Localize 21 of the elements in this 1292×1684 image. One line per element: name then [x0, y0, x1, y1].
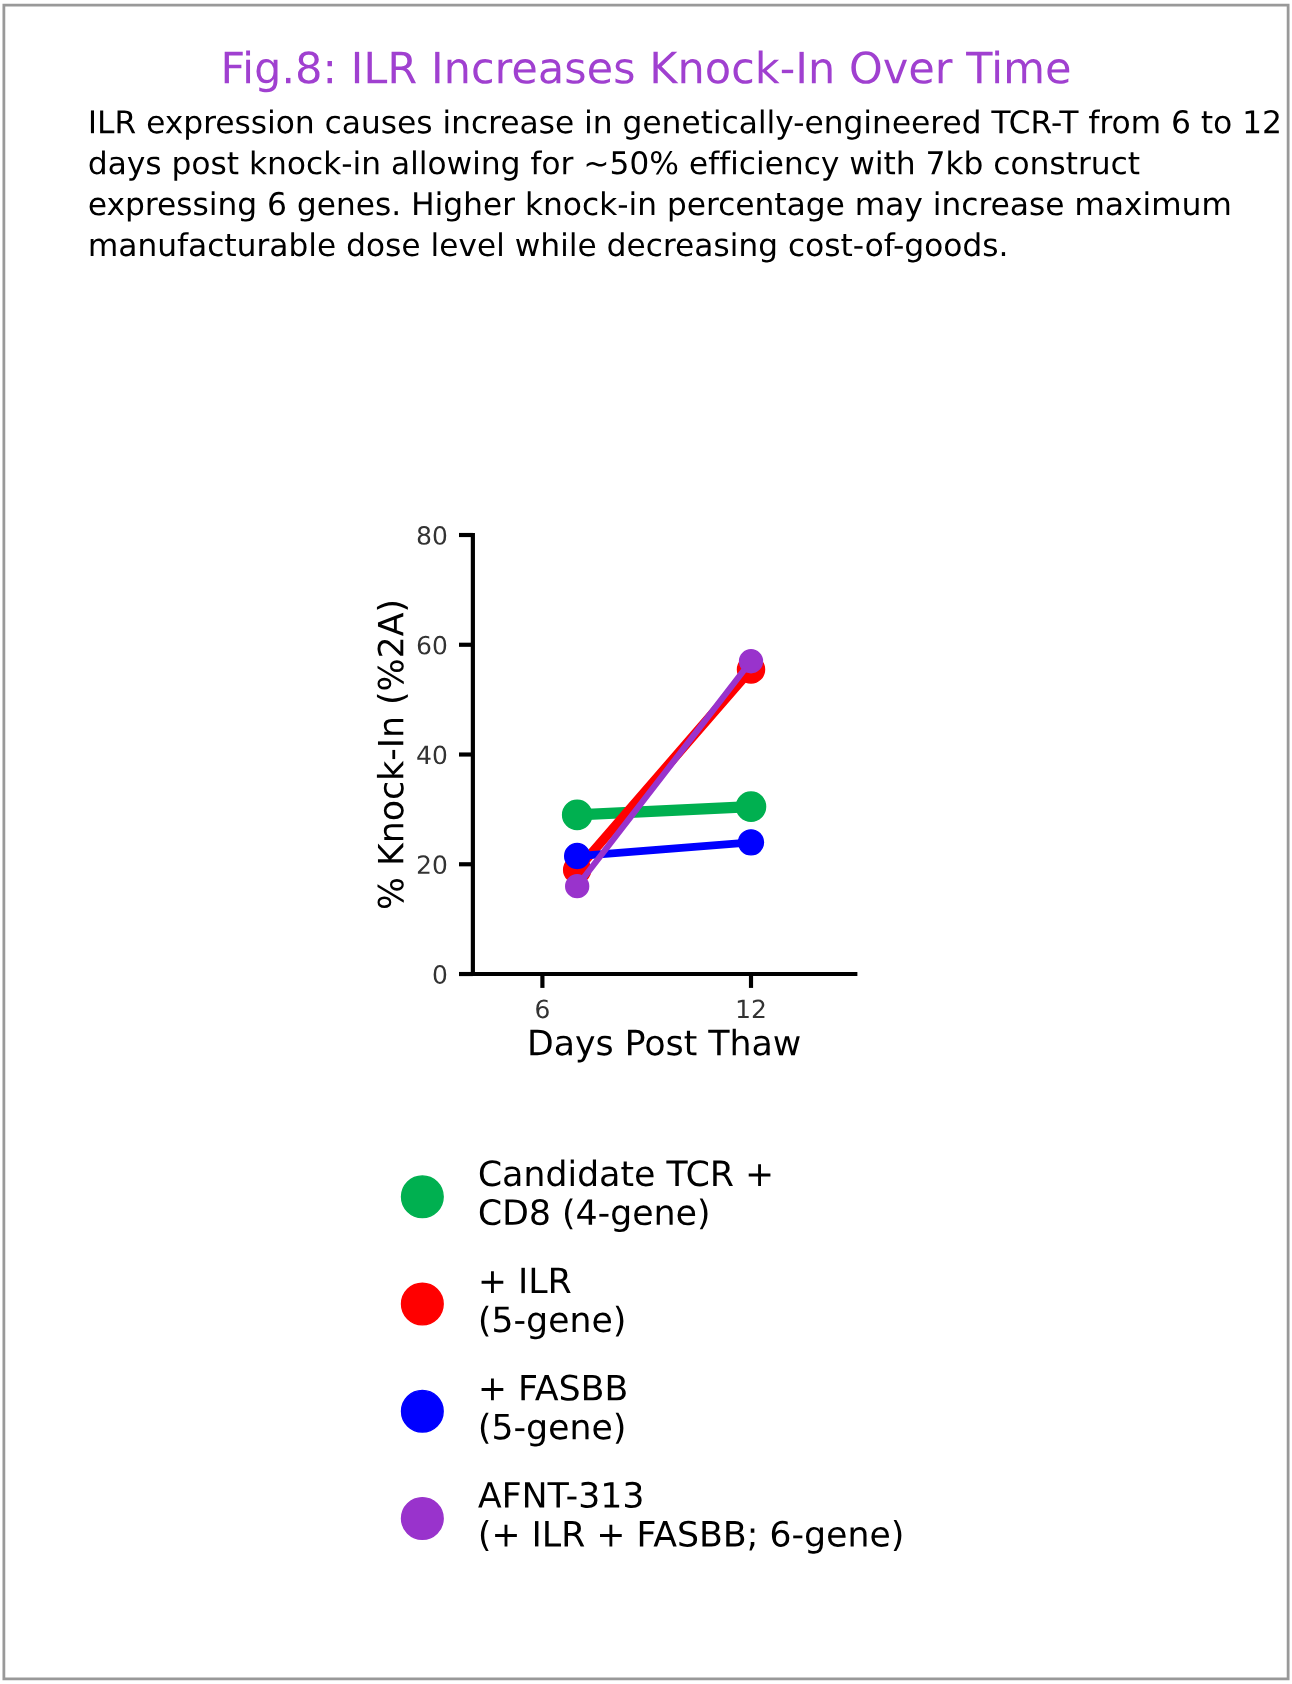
legend-label: AFNT-313 (+ ILR + FASBB; 6-gene) [478, 1481, 902, 1554]
x-tick-label: 6 [536, 999, 549, 1019]
point [737, 829, 765, 856]
chart-subtitle: ILR expression causes increase in genetically-engineered TCR-T from 6 to 12 days post knock-in allowing for ~50% efficiency with 7kb construct expressing 6 genes. Higher knock-in percentage may increase maximum manufacturable dose level while decreasing cost-of-goods. [89, 109, 1279, 263]
x-axis-title: Days Post Thaw [530, 1028, 800, 1063]
point [561, 799, 593, 831]
legend-label: Candidate TCR + CD8 (4-gene) [479, 1159, 771, 1233]
y-tick-label: 40 [417, 745, 447, 765]
x-tick-label: 12 [737, 999, 765, 1019]
legend-label: + FASBB (5-gene) [480, 1374, 626, 1447]
legend-label: + ILR (5-gene) [480, 1267, 624, 1340]
point [738, 649, 764, 674]
y-tick-label: 60 [417, 635, 447, 655]
point [735, 791, 767, 822]
y-tick-label: 0 [433, 964, 447, 984]
point [563, 842, 591, 870]
point [565, 874, 590, 899]
y-axis-title: % Knock-In (%2A) [376, 602, 408, 909]
y-tick-label: 20 [417, 855, 447, 875]
chart-title: Fig.8: ILR Increases Knock-In Over Time [224, 50, 1070, 93]
y-tick-label: 80 [417, 525, 447, 545]
